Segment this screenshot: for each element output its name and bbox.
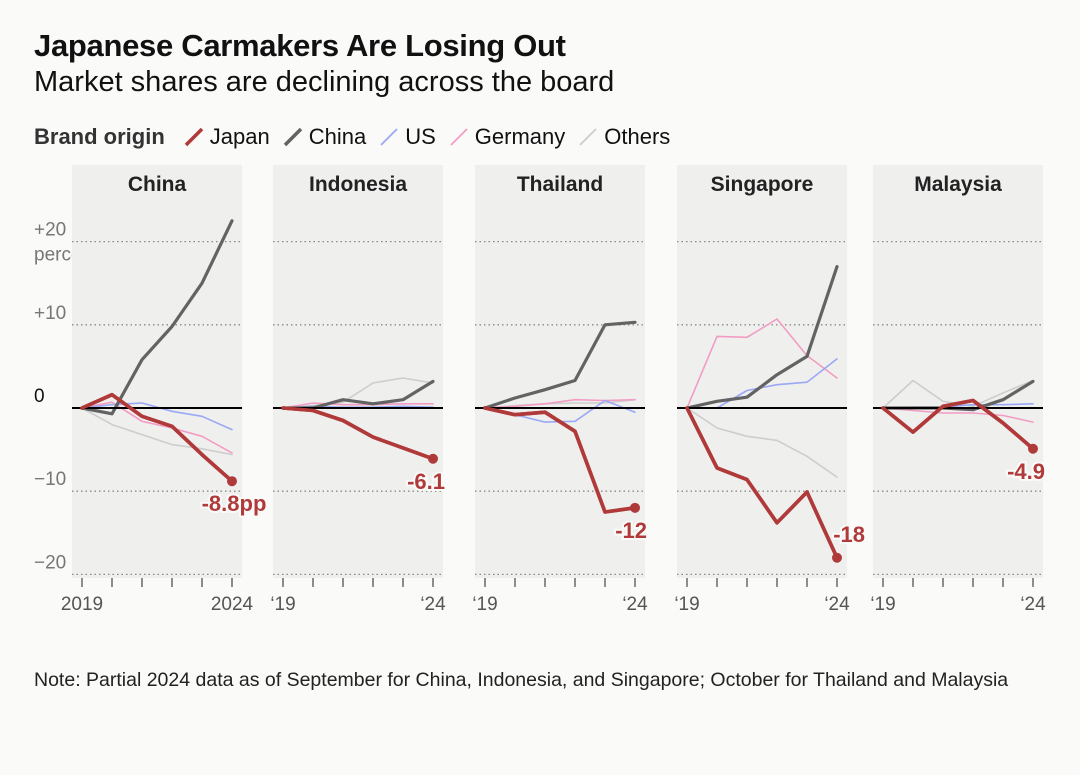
chart-subtitle: Market shares are declining across the b… bbox=[34, 66, 615, 98]
panel-title: Thailand bbox=[517, 173, 603, 196]
x-tick-label: ‘19 bbox=[674, 594, 699, 615]
x-tick-label: ‘24 bbox=[1020, 594, 1046, 615]
japan-end-label: -12 bbox=[615, 518, 647, 543]
legend-label-china: China bbox=[308, 124, 367, 149]
series-line-japan-top bbox=[80, 392, 234, 484]
series-line-japan-top bbox=[881, 398, 1035, 451]
legend-swatch-germany bbox=[450, 128, 468, 146]
legend-item-germany: Germany bbox=[448, 124, 565, 150]
legend-item-others: Others bbox=[577, 124, 670, 150]
panel-background bbox=[72, 165, 242, 578]
series-line-others bbox=[686, 407, 838, 478]
japan-end-marker bbox=[227, 476, 237, 487]
chart-title: Japanese Carmakers Are Losing Out bbox=[34, 28, 566, 63]
series-line-china bbox=[483, 320, 637, 410]
legend-label-us: US bbox=[405, 124, 436, 149]
panel-singapore: Singapore ‘19 ‘24 -18 bbox=[674, 165, 867, 615]
x-tick-label: ‘24 bbox=[622, 594, 648, 615]
legend-title: Brand origin bbox=[34, 124, 165, 149]
panel-background bbox=[873, 165, 1043, 578]
y-tick-label: −10 bbox=[34, 469, 66, 490]
panel-background bbox=[677, 165, 847, 578]
panel-title: Indonesia bbox=[309, 173, 407, 196]
series-line-germany bbox=[882, 407, 1034, 423]
japan-end-label: -4.9 bbox=[1007, 459, 1045, 484]
panel-thailand: Thailand ‘19 ‘24 -12 bbox=[472, 165, 649, 615]
series-line-germany bbox=[282, 402, 434, 409]
japan-end-marker bbox=[832, 552, 842, 563]
japan-end-marker bbox=[428, 453, 438, 464]
legend-label-japan: Japan bbox=[209, 124, 270, 149]
x-tick-label: ‘19 bbox=[270, 594, 295, 615]
legend-item-us: US bbox=[378, 124, 436, 150]
legend-label-germany: Germany bbox=[474, 124, 566, 149]
panel-china: China 2019 2024 -8.8pp bbox=[61, 165, 268, 615]
japan-end-marker bbox=[1028, 443, 1038, 454]
series-line-japan-top bbox=[685, 406, 839, 560]
footnote: Note: Partial 2024 data as of September … bbox=[34, 669, 1009, 691]
x-tick-label: 2019 bbox=[61, 594, 103, 615]
japan-end-label: -18 bbox=[833, 522, 865, 547]
panel-title: Singapore bbox=[711, 173, 814, 196]
series-line-japan-top bbox=[281, 406, 435, 461]
legend: Brand origin Japan China US Germany Othe… bbox=[34, 124, 682, 150]
x-tick-label: ‘24 bbox=[420, 594, 446, 615]
panel-indonesia: Indonesia ‘19 ‘24 -6.1 bbox=[270, 165, 447, 615]
y-tick-label: +20 bbox=[34, 220, 66, 241]
japan-end-label: -8.8pp bbox=[202, 491, 267, 516]
legend-swatch-china bbox=[283, 127, 302, 147]
panel-background bbox=[273, 165, 443, 578]
x-tick-label: 2024 bbox=[211, 594, 254, 615]
panel-background bbox=[475, 165, 645, 578]
panel-title: Malaysia bbox=[914, 173, 1002, 196]
y-tick-label: +10 bbox=[34, 303, 66, 324]
y-tick-label: −20 bbox=[34, 552, 66, 573]
legend-swatch-others bbox=[579, 128, 597, 146]
legend-swatch-us bbox=[380, 128, 398, 146]
series-line-others bbox=[81, 407, 233, 456]
series-line-china bbox=[685, 265, 839, 410]
japan-end-label: -6.1 bbox=[407, 469, 445, 494]
x-tick-label: ‘19 bbox=[870, 594, 895, 615]
series-line-germany bbox=[81, 401, 233, 454]
japan-end-marker bbox=[630, 502, 640, 513]
x-tick-label: ‘19 bbox=[472, 594, 497, 615]
legend-swatch-japan bbox=[184, 127, 204, 147]
y-tick-label: 0 bbox=[34, 386, 45, 407]
legend-item-china: China bbox=[282, 124, 366, 150]
small-multiples-chart: +20+100−10−20percentage pointsChina20192… bbox=[34, 165, 1047, 615]
x-tick-label: ‘24 bbox=[824, 594, 850, 615]
series-line-germany bbox=[484, 398, 636, 409]
series-line-japan-top bbox=[483, 406, 637, 514]
panel-malaysia: Malaysia ‘19 ‘24 -4.9 bbox=[870, 165, 1047, 615]
legend-item-japan: Japan bbox=[183, 124, 270, 150]
panel-title: China bbox=[128, 173, 187, 196]
legend-label-others: Others bbox=[604, 124, 671, 149]
series-line-china bbox=[80, 219, 234, 416]
series-line-germany bbox=[686, 318, 838, 409]
